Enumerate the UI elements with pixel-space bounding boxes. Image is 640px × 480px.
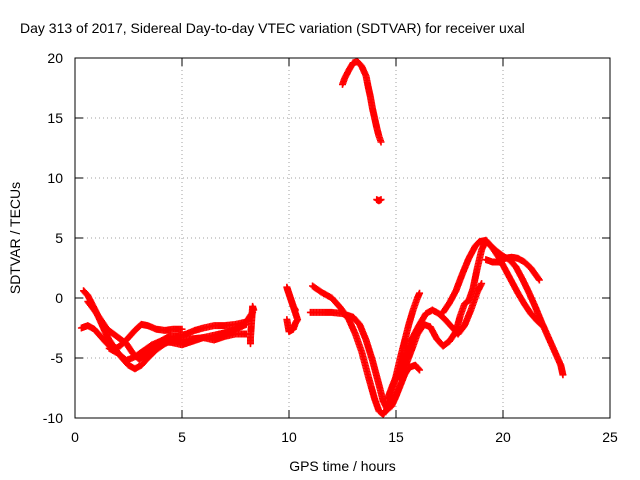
grid <box>75 58 610 418</box>
y-tick-label: 15 <box>47 110 63 126</box>
y-tick-label: 0 <box>55 290 63 306</box>
axis-ticks: 0 5 10 15 20 25 -10 -5 0 5 10 15 20 <box>43 50 618 445</box>
x-tick-label: 25 <box>602 429 618 445</box>
series-track-l <box>482 253 543 284</box>
series-track-e <box>246 302 258 348</box>
series-track-j <box>396 236 567 384</box>
x-tick-label: 10 <box>281 429 297 445</box>
x-tick-label: 15 <box>388 429 404 445</box>
data-point <box>535 276 543 284</box>
series-track-i <box>383 280 486 403</box>
y-tick-label: 20 <box>47 50 63 66</box>
series-track-n <box>373 196 385 205</box>
data-point <box>291 306 299 314</box>
y-axis-label: SDTVAR / TECUs <box>7 182 23 294</box>
y-tick-label: 10 <box>47 170 63 186</box>
data-point <box>478 280 486 288</box>
data-point <box>377 196 385 204</box>
data-point <box>250 306 258 314</box>
x-tick-label: 0 <box>71 429 79 445</box>
data-point <box>539 322 547 330</box>
data-point <box>416 366 424 374</box>
data-marks <box>77 58 567 418</box>
series-track-m <box>339 58 385 146</box>
data-point <box>416 289 424 297</box>
data-point <box>559 371 567 379</box>
data-point <box>415 365 423 373</box>
data-point <box>377 138 385 146</box>
x-axis-label: GPS time / hours <box>289 458 396 474</box>
data-point <box>540 323 548 331</box>
y-tick-label: -5 <box>51 350 64 366</box>
y-tick-label: -10 <box>43 410 63 426</box>
x-tick-label: 20 <box>495 429 511 445</box>
x-tick-label: 5 <box>178 429 186 445</box>
y-tick-label: 5 <box>55 230 63 246</box>
series-track-k <box>439 236 548 331</box>
series-track-f <box>283 283 302 336</box>
series-track-d <box>105 330 250 364</box>
data-point <box>178 325 186 333</box>
data-point <box>535 275 543 283</box>
chart-title: Day 313 of 2017, Sidereal Day-to-day VTE… <box>20 20 525 36</box>
